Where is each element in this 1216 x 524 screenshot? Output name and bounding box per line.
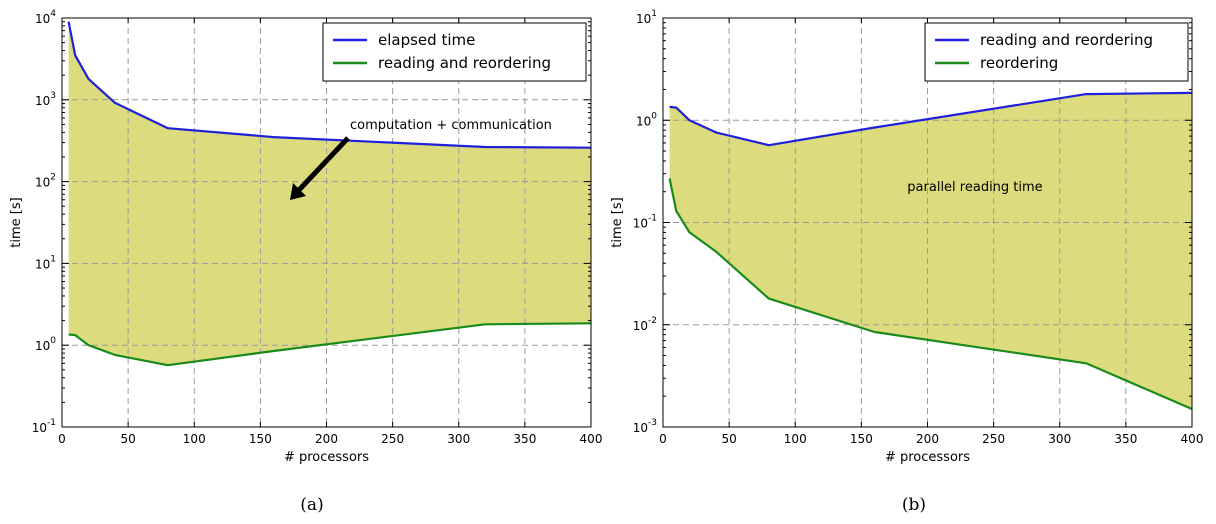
y-tick-base: 10 <box>35 257 50 271</box>
y-tick-exponent: 0 <box>50 336 56 346</box>
y-tick-exponent: 1 <box>50 254 56 264</box>
y-tick-base: 10 <box>35 12 50 26</box>
x-tick-label: 200 <box>916 432 939 446</box>
fill-between-area <box>68 21 592 366</box>
series-line-1 <box>68 322 592 367</box>
x-tick-label: 50 <box>120 432 135 446</box>
figure-caption: (b) <box>902 495 926 515</box>
x-tick-label: 100 <box>784 432 807 446</box>
y-tick-label: 102 <box>35 173 56 190</box>
y-tick-exponent: 4 <box>50 9 56 19</box>
series-line-0 <box>669 91 1193 147</box>
y-axis-label: time [s] <box>610 197 625 247</box>
x-tick-label: 150 <box>249 432 272 446</box>
y-tick-base: 10 <box>35 176 50 190</box>
y-tick-label: 10-3 <box>633 418 657 435</box>
y-tick-label: 100 <box>35 336 56 353</box>
legend-label-0: reading and reordering <box>980 31 1153 49</box>
annotation-text: computation + communication <box>350 118 552 133</box>
y-tick-label: 104 <box>35 9 56 26</box>
legend-box <box>322 22 587 82</box>
y-tick-base: 10 <box>636 12 651 26</box>
figure-caption: (a) <box>300 495 323 515</box>
x-tick-label: 200 <box>315 432 338 446</box>
x-tick-label: 250 <box>381 432 404 446</box>
x-tick-label: 300 <box>1048 432 1071 446</box>
legend: elapsed time reading and reordering <box>322 22 587 82</box>
y-tick-label: 101 <box>636 9 657 26</box>
x-tick-label: 400 <box>1181 432 1204 446</box>
y-tick-base: 10 <box>633 217 648 231</box>
y-tick-label: 10-2 <box>633 316 657 333</box>
y-tick-base: 10 <box>633 319 648 333</box>
series-line-1 <box>668 178 1193 411</box>
series-line-0 <box>67 21 592 149</box>
x-tick-label: 400 <box>580 432 603 446</box>
fill-between-area <box>669 92 1192 410</box>
y-tick-label: 100 <box>636 111 657 128</box>
x-tick-label: 350 <box>513 432 536 446</box>
x-axis-label: # processors <box>885 450 970 465</box>
x-tick-label: 50 <box>721 432 736 446</box>
annotation-text: parallel reading time <box>907 180 1042 195</box>
y-tick-exponent: -1 <box>648 214 657 224</box>
legend-box <box>924 22 1189 82</box>
y-tick-base: 10 <box>633 421 648 435</box>
y-tick-label: 101 <box>35 254 56 271</box>
chart-panel-b: 0 50 100 150 200 250 300 350 40010-310-210-11001… <box>610 9 1203 515</box>
legend-label-1: reading and reordering <box>378 54 551 72</box>
legend-label-0: elapsed time <box>378 31 475 49</box>
x-axis-label: # processors <box>284 450 369 465</box>
x-tick-label: 0 <box>659 432 667 446</box>
annotation-arrow-head <box>290 183 306 200</box>
y-tick-base: 10 <box>35 339 50 353</box>
x-tick-label: 100 <box>183 432 206 446</box>
y-tick-exponent: 3 <box>50 91 56 101</box>
x-tick-label: 350 <box>1114 432 1137 446</box>
y-axis-label: time [s] <box>9 197 24 247</box>
x-tick-label: 250 <box>982 432 1005 446</box>
x-tick-label: 150 <box>850 432 873 446</box>
annotation-arrow-shaft <box>297 136 350 192</box>
legend: reading and reordering reordering <box>924 22 1189 82</box>
y-tick-label: 103 <box>35 91 56 108</box>
y-tick-base: 10 <box>636 114 651 128</box>
legend-label-1: reordering <box>980 54 1058 72</box>
x-tick-label: 300 <box>447 432 470 446</box>
y-tick-exponent: 0 <box>651 111 657 121</box>
y-tick-exponent: 1 <box>651 9 657 19</box>
y-tick-exponent: 2 <box>50 173 56 183</box>
y-tick-exponent: -1 <box>47 418 56 428</box>
chart-panel-a: 0 50 100 150 200 250 300 350 40010-1100101102103… <box>9 9 602 515</box>
x-tick-label: 0 <box>58 432 66 446</box>
y-tick-base: 10 <box>35 94 50 108</box>
y-tick-exponent: -2 <box>648 316 657 326</box>
y-tick-exponent: -3 <box>648 418 657 428</box>
y-tick-base: 10 <box>32 421 47 435</box>
y-tick-label: 10-1 <box>633 214 657 231</box>
y-tick-label: 10-1 <box>32 418 56 435</box>
